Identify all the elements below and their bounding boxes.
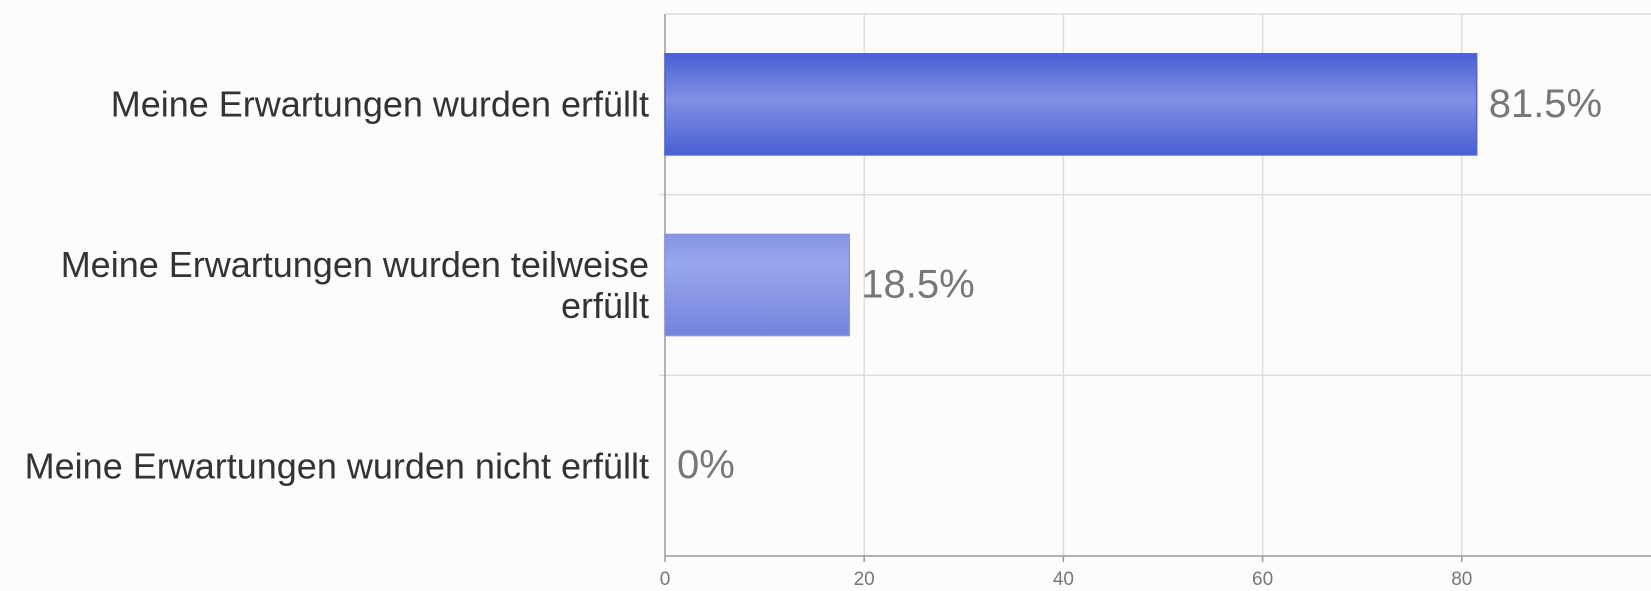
x-tick-label: 80 (1451, 569, 1472, 590)
x-tick-label: 40 (1053, 569, 1074, 590)
bar (664, 233, 851, 337)
value-label: 81.5% (1489, 82, 1602, 126)
x-tick-label: 0 (660, 569, 671, 590)
x-tick-label: 20 (854, 569, 875, 590)
category-label: Meine Erwartungen wurden erfüllt (110, 83, 649, 125)
category-label: Meine Erwartungen wurden teilweise erfül… (60, 244, 649, 326)
x-tick-label: 60 (1252, 569, 1273, 590)
bar (664, 52, 1478, 156)
category-label: Meine Erwartungen wurden nicht erfüllt (24, 445, 649, 487)
value-label: 0% (677, 443, 735, 487)
value-label: 18.5% (861, 263, 974, 307)
